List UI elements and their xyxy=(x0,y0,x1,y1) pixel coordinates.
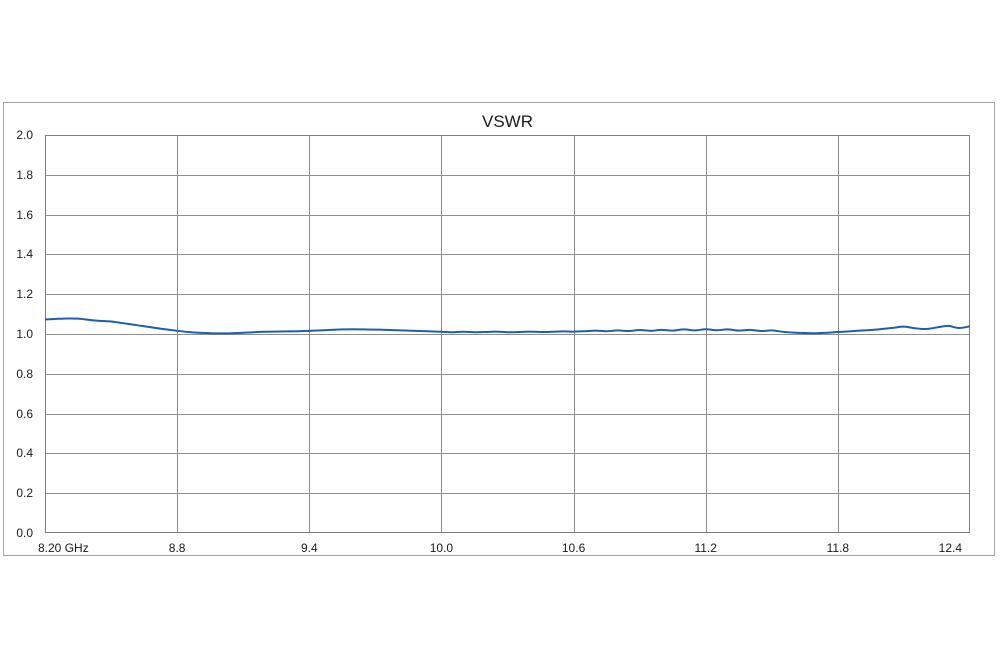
x-tick-label: 8.8 xyxy=(168,541,186,555)
y-tick-label: 0.4 xyxy=(16,446,33,461)
vswr-series-line xyxy=(45,317,970,335)
x-tick-label: 10.0 xyxy=(429,541,454,555)
x-tick-label: 12.4 xyxy=(938,541,962,555)
x-tick-label: 8.20 GHz xyxy=(38,541,89,555)
y-tick-label: 1.8 xyxy=(16,167,33,182)
y-tick-label: 1.2 xyxy=(16,287,33,302)
plot-svg xyxy=(45,135,970,533)
y-tick-label: 2.0 xyxy=(16,128,33,142)
y-tick-label: 0.0 xyxy=(16,526,33,540)
y-tick-label: 0.2 xyxy=(16,486,33,501)
y-tick-label: 1.6 xyxy=(16,207,33,222)
x-tick-label: 10.6 xyxy=(561,541,586,555)
chart-title: VSWR xyxy=(482,112,533,131)
x-tick-label: 9.4 xyxy=(300,541,318,555)
y-tick-label: 0.8 xyxy=(16,366,33,381)
x-tick-label: 11.2 xyxy=(694,541,717,555)
x-tick-label: 11.8 xyxy=(826,541,850,555)
y-tick-label: 0.6 xyxy=(16,406,33,421)
plot-border xyxy=(45,135,970,533)
y-tick-label: 1.4 xyxy=(16,247,33,262)
chart-frame: VSWR 0.0 0.2 0.4 0.6 0.8 1.0 1.2 1.4 1.6 1.8 2.0 8.… xyxy=(3,102,995,556)
y-tick-label: 1.0 xyxy=(16,327,33,341)
